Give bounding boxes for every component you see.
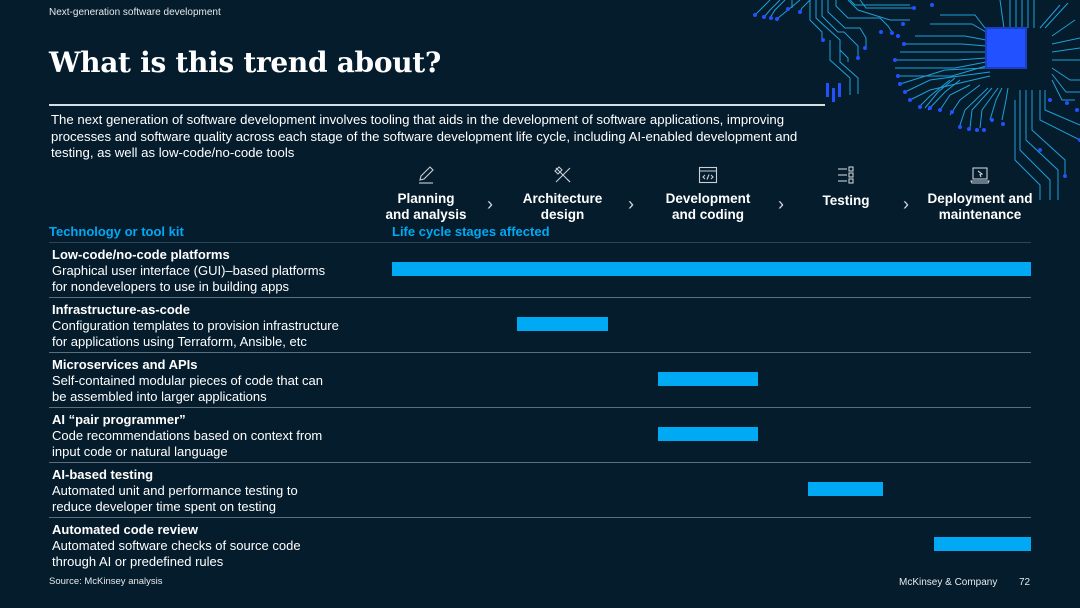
section-kicker: Next-generation software development: [49, 7, 221, 18]
stage-bar: [658, 427, 758, 441]
source-note: Source: McKinsey analysis: [49, 576, 163, 587]
row-divider: [49, 407, 1031, 408]
row-description: Automated software checks of source code…: [52, 538, 301, 570]
row-description: Code recommendations based on context fr…: [52, 428, 323, 460]
stage-bar: [808, 482, 883, 496]
row-divider: [49, 297, 1031, 298]
stage-bar: [517, 317, 608, 331]
table-row: Automated code review Automated software…: [49, 518, 1031, 570]
header-divider: [49, 242, 1031, 243]
table-row: AI-based testing Automated unit and perf…: [49, 463, 1031, 518]
row-divider: [49, 517, 1031, 518]
page-number: 72: [1019, 577, 1031, 588]
circuit-nodes: [753, 3, 1080, 178]
chevron-right-icon: ›: [628, 194, 634, 214]
stage-label: Development: [665, 191, 751, 206]
title-divider: [49, 104, 825, 106]
row-divider: [49, 352, 1031, 353]
company-name: McKinsey & Company: [899, 577, 998, 588]
table-row: AI “pair programmer” Code recommendation…: [49, 408, 1031, 463]
stage-bar: [392, 262, 1031, 276]
stage-label: Planning: [397, 191, 455, 206]
column-header-toolkit: Technology or tool kit: [49, 224, 184, 239]
chevron-right-icon: ›: [487, 194, 493, 214]
row-title: Microservices and APIs: [52, 357, 198, 372]
stage-label: Architecture: [522, 191, 603, 206]
row-divider: [49, 462, 1031, 463]
circuit-traces-right: [895, 0, 1080, 200]
stage-planning: Planning and analysis: [381, 165, 471, 223]
stage-testing: Testing: [811, 165, 881, 209]
row-description: Graphical user interface (GUI)–based pla…: [52, 263, 326, 295]
chevron-right-icon: ›: [778, 194, 784, 214]
stage-label: and analysis: [385, 207, 467, 222]
row-title: Low-code/no-code platforms: [52, 247, 230, 262]
row-title: AI-based testing: [52, 467, 154, 482]
laptop-deploy-icon: [970, 167, 990, 184]
tools-icon: [553, 166, 570, 183]
circuit-traces-left: [754, 0, 915, 95]
table-row: Low-code/no-code platforms Graphical use…: [49, 243, 1031, 298]
pencil-icon: [419, 166, 434, 184]
row-title: Infrastructure-as-code: [52, 302, 190, 317]
intro-paragraph: The next generation of software developm…: [51, 112, 798, 160]
row-description: Configuration templates to provision inf…: [52, 318, 339, 350]
cpu-chip-icon: [985, 27, 1027, 69]
row-description: Self-contained modular pieces of code th…: [52, 373, 324, 405]
stage-label: maintenance: [938, 207, 1022, 222]
table-row: Microservices and APIs Self-contained mo…: [49, 353, 1031, 408]
checklist-icon: [838, 166, 854, 184]
chevron-right-icon: ›: [903, 194, 909, 214]
stage-bar: [658, 372, 758, 386]
stage-bar: [934, 537, 1031, 551]
stage-label: and coding: [672, 207, 744, 222]
page-title: What is this trend about?: [49, 46, 441, 79]
code-window-icon: [698, 166, 718, 184]
stage-development: Development and coding: [660, 165, 756, 223]
row-description: Automated unit and performance testing t…: [52, 483, 298, 515]
stage-architecture: Architecture design: [515, 165, 610, 223]
row-title: AI “pair programmer”: [52, 412, 186, 427]
circuit-board-illustration: [753, 0, 1080, 200]
stage-label: design: [540, 207, 585, 222]
row-title: Automated code review: [52, 522, 198, 537]
stage-deployment: Deployment and maintenance: [924, 165, 1036, 223]
stage-label: Deployment and: [927, 191, 1033, 206]
table-row: Infrastructure-as-code Configuration tem…: [49, 298, 1031, 353]
stage-label: Testing: [822, 193, 870, 208]
column-header-stages: Life cycle stages affected: [392, 224, 550, 239]
